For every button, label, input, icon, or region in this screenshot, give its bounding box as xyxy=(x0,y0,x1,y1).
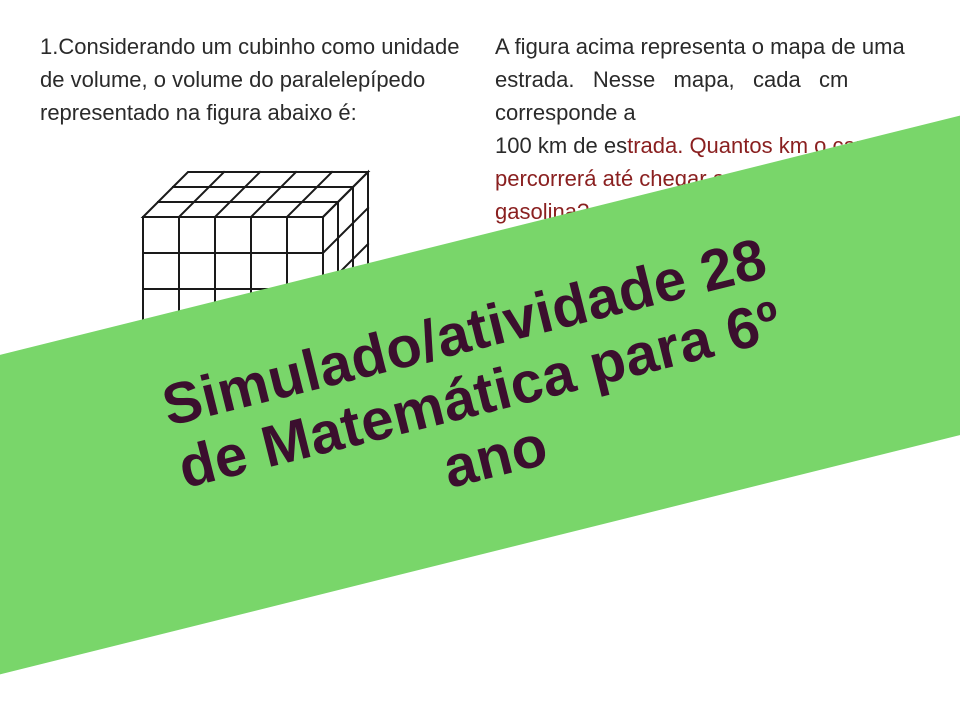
q3-line2: estrada. Nesse mapa, cada cm xyxy=(495,67,848,92)
q3-line3: corresponde a xyxy=(495,100,636,125)
worksheet-page: 1.Considerando um cubinho como unidade d… xyxy=(0,0,960,720)
q3-line4a: 100 km de es xyxy=(495,133,627,158)
q3-line1: A figura acima representa o mapa de uma xyxy=(495,34,905,59)
question-1-text: 1.Considerando um cubinho como unidade d… xyxy=(40,30,465,129)
